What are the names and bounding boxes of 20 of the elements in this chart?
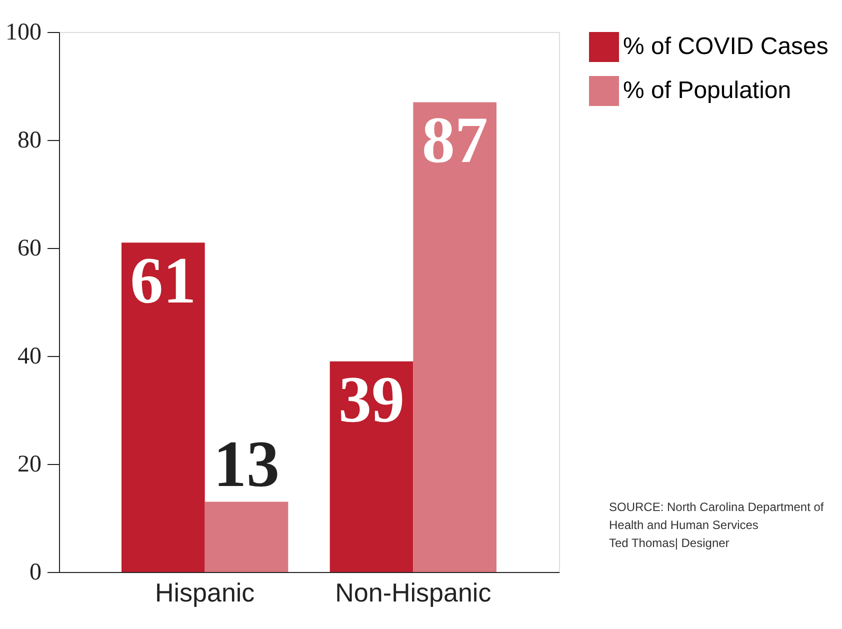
legend-label: % of COVID Cases	[623, 33, 828, 60]
bar	[330, 361, 414, 572]
x-tick-label: Hispanic	[154, 578, 255, 608]
y-tick-label: 100	[6, 20, 42, 46]
legend-label: % of Population	[623, 77, 792, 104]
data-label: 13	[214, 428, 280, 501]
bar	[122, 242, 205, 572]
x-tick-label: Non-Hispanic	[335, 578, 492, 608]
text: Ted Thomas| Designer	[609, 536, 730, 550]
bar	[204, 502, 288, 572]
data-label: 39	[338, 363, 404, 436]
data-label: 61	[130, 244, 196, 318]
data-label: 87	[422, 104, 488, 178]
y-tick-label: 80	[18, 128, 42, 154]
y-tick-label: 60	[18, 236, 42, 262]
y-tick-label: 20	[18, 452, 42, 478]
source-note: SOURCE: North Carolina Department of Health and Human Services	[609, 500, 824, 532]
y-tick-label: 40	[18, 344, 42, 370]
bar	[413, 102, 496, 572]
y-tick-label: 0	[30, 560, 42, 586]
